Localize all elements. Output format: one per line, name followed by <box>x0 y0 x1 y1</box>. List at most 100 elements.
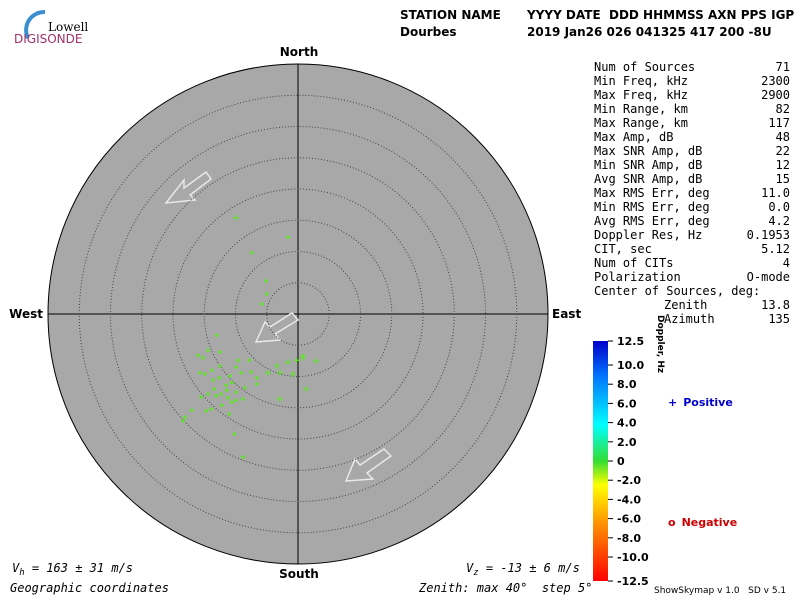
stat-label: Center of Sources, deg: <box>594 284 760 298</box>
source-negative <box>224 388 229 393</box>
source-negative <box>204 409 208 413</box>
stat-value: 5.12 <box>761 242 790 256</box>
colorbar-tick-label: -12.5 <box>617 575 649 588</box>
zenith-circle <box>110 126 486 502</box>
source-positive <box>273 362 280 369</box>
stat-label: Avg RMS Err, deg <box>594 214 710 228</box>
source-negative <box>201 355 205 360</box>
source-negative <box>218 364 222 368</box>
colorbar-tick-label: 4.0 <box>617 417 637 430</box>
source-negative <box>236 358 240 363</box>
stat-label: Min RMS Err, deg <box>594 200 710 214</box>
source-negative <box>206 348 210 353</box>
header: Dourbes <box>400 25 457 39</box>
direction: West <box>9 307 43 321</box>
source-negative <box>249 250 254 255</box>
stat-label: Doppler Res, Hz <box>594 228 702 242</box>
source-negative <box>241 455 245 459</box>
source-positive <box>276 369 283 376</box>
zenith-circle <box>203 219 393 409</box>
source-negative <box>181 419 185 423</box>
colorbar-tick-label: 10.0 <box>617 359 644 372</box>
stat-value: 0.0 <box>768 200 790 214</box>
source-negative <box>214 333 219 338</box>
coords: Geographic coordinates <box>10 581 169 595</box>
source-negative <box>206 392 210 396</box>
stat-label: Num of CITs <box>594 256 673 270</box>
stat-value: 117 <box>768 116 790 130</box>
legend-entry: o Negative <box>668 516 737 529</box>
legend-marker: + <box>668 396 677 409</box>
colorbar-tick-label: -8.0 <box>617 532 641 545</box>
stat-value: 71 <box>776 60 790 74</box>
source-negative <box>198 370 202 375</box>
source-negative <box>224 383 228 388</box>
source-negative <box>254 375 259 380</box>
source-negative <box>212 387 217 391</box>
source-negative <box>264 279 268 283</box>
legend-name: Negative <box>682 516 738 529</box>
source-negative <box>199 395 203 399</box>
stat-label: Min Range, km <box>594 102 688 116</box>
source-negative <box>183 415 187 419</box>
stat-label: Max Amp, dB <box>594 130 673 144</box>
stat-value: 13.8 <box>761 298 790 312</box>
direction: North <box>280 45 318 59</box>
stat-label: Avg SNR Amp, dB <box>594 172 702 186</box>
stat-value: 22 <box>776 144 790 158</box>
logo-top: Lowell <box>48 20 88 34</box>
source-negative <box>218 350 222 354</box>
direction: South <box>279 567 319 581</box>
stat-value: 11.0 <box>761 186 790 200</box>
source-negative <box>232 432 237 436</box>
colorbar-tick-label: 6.0 <box>617 397 637 410</box>
source-positive <box>276 396 283 402</box>
colorbar <box>593 341 608 581</box>
header: 2019 Jan26 026 041325 417 200 -8U <box>527 25 772 39</box>
colorbar-tick-label: -2.0 <box>617 474 641 487</box>
logo-bottom: DIGISONDE <box>14 32 82 46</box>
stat-value: O-mode <box>747 270 790 284</box>
zenith-circle <box>78 94 518 534</box>
stat-value: 0.1953 <box>747 228 790 242</box>
zenith-circle <box>141 157 455 471</box>
source-negative <box>264 292 269 296</box>
source-negative <box>211 378 215 383</box>
source-negative <box>219 392 223 396</box>
direction: East <box>552 307 581 321</box>
source-positive <box>265 369 271 376</box>
colorbar-tick-label: -10.0 <box>617 551 649 564</box>
stat-label: Max SNR Amp, dB <box>594 144 702 158</box>
colorbar-tick-label: -6.0 <box>617 513 641 526</box>
source-negative <box>203 372 207 376</box>
source-negative <box>196 353 200 358</box>
stat-value: 12 <box>776 158 790 172</box>
colorbar-tick-label: -4.0 <box>617 493 641 506</box>
stat-label: Max Range, km <box>594 116 688 130</box>
source-negative <box>228 374 232 378</box>
legend-entry: + Positive <box>668 396 733 409</box>
zenith-circle <box>235 251 361 377</box>
source-negative <box>226 395 230 400</box>
stat-label: Num of Sources <box>594 60 695 74</box>
source-negative <box>247 358 252 363</box>
stat-label: Min SNR Amp, dB <box>594 158 702 172</box>
source-positive <box>233 214 240 221</box>
plot <box>78 94 518 534</box>
source-positive <box>303 386 310 392</box>
source-negative <box>217 375 222 380</box>
source-negative <box>234 398 238 403</box>
stat-value: 135 <box>768 312 790 326</box>
source-negative <box>229 380 234 385</box>
source-negative <box>229 400 234 404</box>
colorbar-tick-label: 8.0 <box>617 378 637 391</box>
source-negative <box>234 390 238 394</box>
source-negative <box>249 370 253 374</box>
source-negative <box>219 403 224 408</box>
source-negative <box>214 394 218 398</box>
colorbar-tick-label: 0 <box>617 455 625 468</box>
header: STATION NAME <box>400 8 501 22</box>
stat-label: CIT, sec <box>594 242 652 256</box>
source-negative <box>259 302 264 306</box>
